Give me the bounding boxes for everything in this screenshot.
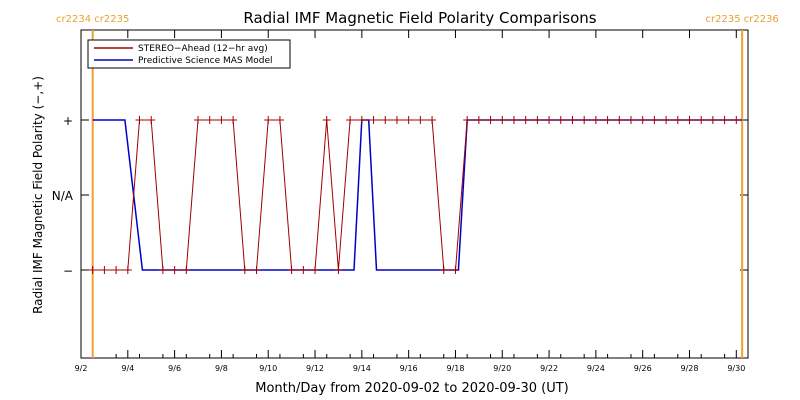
- data-point-stereo-31: [451, 266, 460, 274]
- data-point-stereo-4: [135, 116, 144, 124]
- data-point-stereo-45: [615, 116, 624, 124]
- x-tick-label-3: 9/8: [215, 364, 228, 373]
- x-tick-label-2: 9/6: [168, 364, 181, 373]
- data-point-stereo-9: [194, 116, 203, 124]
- data-point-stereo-47: [638, 116, 647, 124]
- x-tick-label-13: 9/28: [681, 364, 699, 373]
- data-point-stereo-1: [100, 266, 109, 274]
- legend-label-stereo: STEREO−Ahead (12−hr avg): [138, 44, 268, 54]
- data-point-stereo-50: [673, 116, 682, 124]
- data-point-stereo-10: [205, 116, 214, 124]
- data-point-stereo-44: [603, 116, 612, 124]
- data-point-stereo-25: [381, 116, 390, 124]
- data-point-stereo-39: [545, 116, 554, 124]
- x-tick-label-11: 9/24: [587, 364, 605, 373]
- series-layer: [88, 116, 743, 274]
- x-tick-label-4: 9/10: [259, 364, 277, 373]
- data-point-stereo-54: [720, 116, 729, 124]
- x-axis-label: Month/Day from 2020-09-02 to 2020-09-30 …: [255, 381, 568, 396]
- data-point-stereo-34: [486, 116, 495, 124]
- data-point-stereo-3: [123, 266, 132, 274]
- data-point-stereo-2: [112, 266, 121, 274]
- data-point-stereo-41: [568, 116, 577, 124]
- carrington-label-1: cr2235 cr2236: [706, 14, 779, 25]
- data-point-stereo-35: [498, 116, 507, 124]
- data-point-stereo-29: [428, 116, 437, 124]
- carrington-label-0: cr2234 cr2235: [56, 14, 129, 25]
- data-point-stereo-49: [662, 116, 671, 124]
- data-point-stereo-16: [275, 116, 284, 124]
- data-point-stereo-38: [533, 116, 542, 124]
- data-point-stereo-48: [650, 116, 659, 124]
- data-point-stereo-40: [556, 116, 565, 124]
- data-point-stereo-18: [299, 266, 308, 274]
- chart-title: Radial IMF Magnetic Field Polarity Compa…: [243, 9, 596, 27]
- x-tick-label-8: 9/18: [446, 364, 464, 373]
- data-point-stereo-52: [697, 116, 706, 124]
- x-tick-label-10: 9/22: [540, 364, 558, 373]
- legend: STEREO−Ahead (12−hr avg) Predictive Scie…: [87, 39, 291, 69]
- plot-frame: [80, 29, 749, 359]
- carrington-rotation-markers: cr2234 cr2235 cr2235 cr2236: [56, 14, 779, 358]
- x-tick-label-5: 9/12: [306, 364, 324, 373]
- data-point-stereo-37: [521, 116, 530, 124]
- data-point-stereo-36: [509, 116, 518, 124]
- data-point-stereo-46: [626, 116, 635, 124]
- data-point-stereo-12: [229, 116, 238, 124]
- x-tick-label-7: 9/16: [400, 364, 418, 373]
- data-point-stereo-17: [287, 266, 296, 274]
- data-point-stereo-8: [182, 266, 191, 274]
- legend-label-mas-model: Predictive Science MAS Model: [138, 56, 273, 66]
- y-tick-label-0: −: [63, 264, 73, 278]
- data-point-stereo-42: [580, 116, 589, 124]
- data-point-stereo-22: [346, 116, 355, 124]
- x-tick-label-9: 9/20: [493, 364, 511, 373]
- data-point-stereo-43: [591, 116, 600, 124]
- data-point-stereo-26: [392, 116, 401, 124]
- data-point-stereo-19: [311, 266, 320, 274]
- series-line-mas-model: [92, 119, 743, 271]
- data-point-stereo-24: [369, 116, 378, 124]
- y-tick-label-1: N/A: [52, 189, 74, 203]
- data-point-stereo-5: [147, 116, 156, 124]
- data-point-stereo-53: [708, 116, 717, 124]
- y-axis-label: Radial IMF Magnetic Field Polarity (−,+): [31, 76, 45, 314]
- data-point-stereo-15: [264, 116, 273, 124]
- data-point-stereo-32: [463, 116, 472, 124]
- data-point-stereo-13: [240, 266, 249, 274]
- data-point-stereo-33: [474, 116, 483, 124]
- data-point-stereo-6: [158, 266, 167, 274]
- x-tick-label-14: 9/30: [727, 364, 745, 373]
- data-point-stereo-27: [404, 116, 413, 124]
- data-point-stereo-7: [170, 266, 179, 274]
- data-point-stereo-30: [439, 266, 448, 274]
- data-point-stereo-21: [334, 266, 343, 274]
- data-point-stereo-14: [252, 266, 261, 274]
- data-point-stereo-23: [357, 116, 366, 124]
- y-axis-ticks: − N/A +: [52, 114, 748, 278]
- x-tick-label-1: 9/4: [121, 364, 134, 373]
- data-point-stereo-20: [322, 116, 331, 124]
- data-point-stereo-51: [685, 116, 694, 124]
- series-line-stereo-ahead: [92, 119, 737, 271]
- x-tick-label-6: 9/14: [353, 364, 371, 373]
- data-point-stereo-55: [732, 116, 741, 124]
- legend-box: [87, 39, 291, 69]
- x-tick-label-12: 9/26: [634, 364, 652, 373]
- data-point-stereo-0: [88, 266, 97, 274]
- y-tick-label-2: +: [63, 114, 73, 128]
- x-tick-label-0: 9/2: [75, 364, 88, 373]
- data-point-stereo-11: [217, 116, 226, 124]
- x-axis-ticks: 9/2 9/4 9/6 9/8 9/10 9/12 9/14 9/16 9/18 9/20 9/22…: [75, 30, 749, 373]
- data-point-stereo-28: [416, 116, 425, 124]
